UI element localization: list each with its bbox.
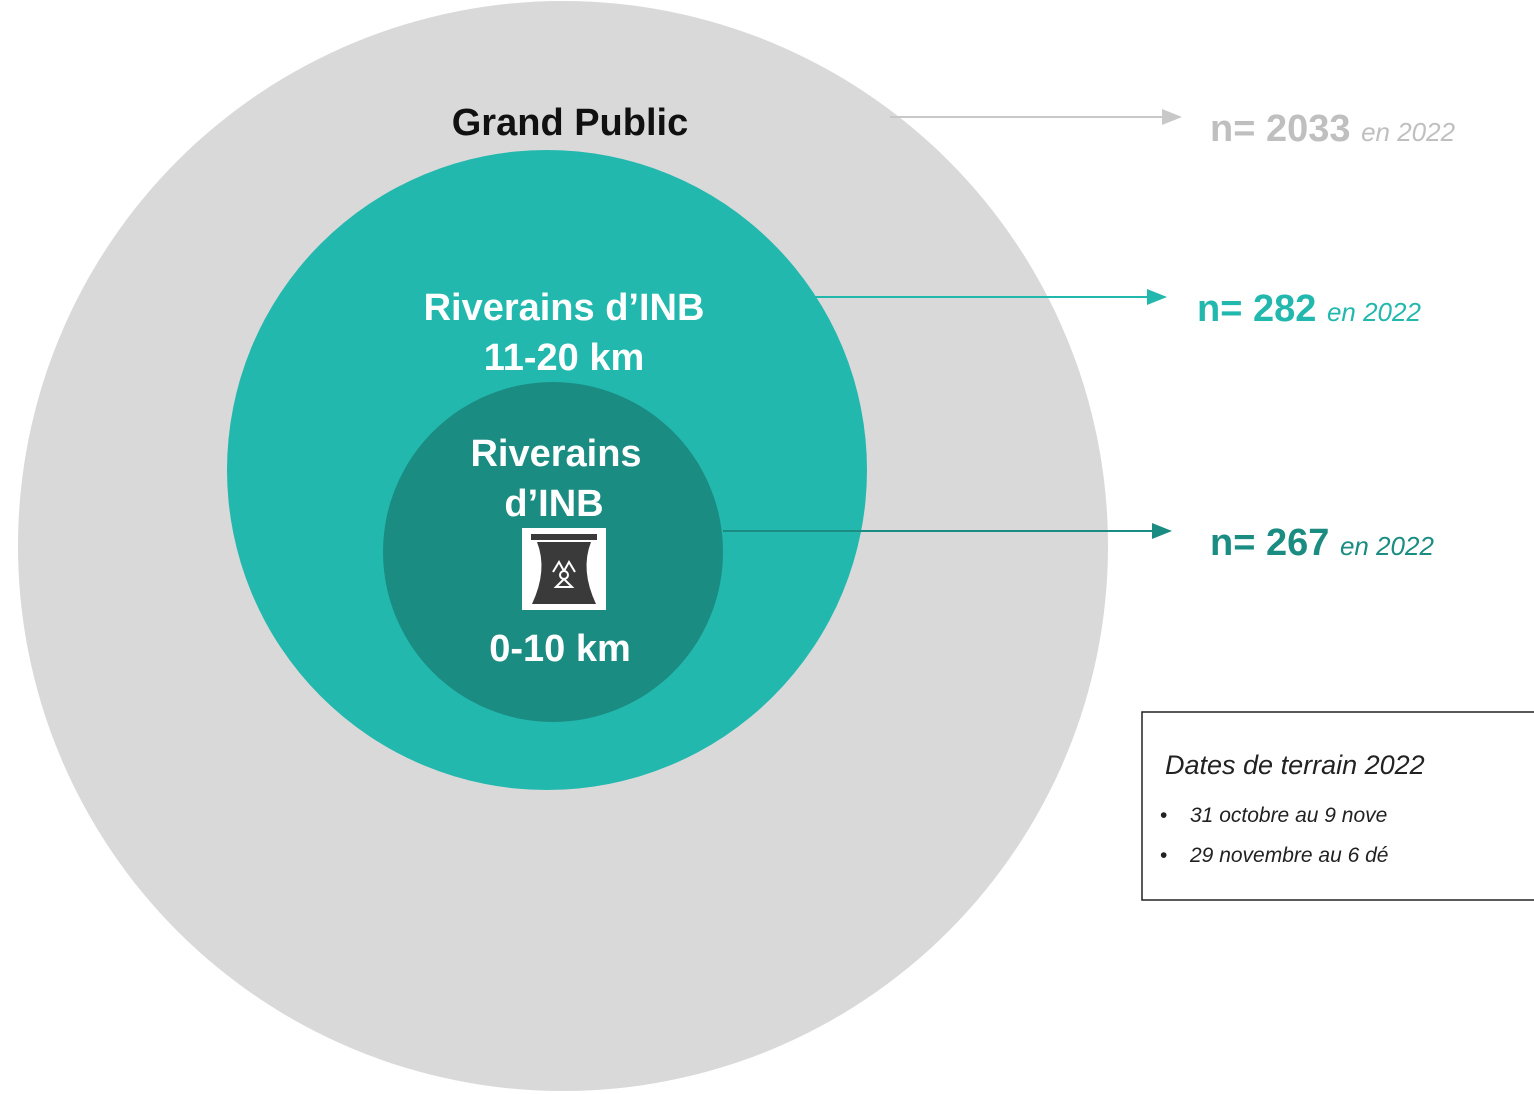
- count: n= 282 en 2022: [1197, 288, 1421, 330]
- count: n= 2033 en 2022: [1210, 108, 1456, 150]
- ring-label: Grand Public: [452, 102, 688, 144]
- bullet: •: [1160, 804, 1167, 827]
- count-value: n= 267: [1210, 522, 1329, 564]
- year: en 2022: [1361, 117, 1456, 147]
- nuclear-icon: [522, 528, 606, 610]
- count-value: n= 2033: [1210, 108, 1351, 150]
- note-item: 31 octobre au 9 nove: [1190, 804, 1387, 827]
- year: en 2022: [1340, 531, 1435, 561]
- note-title: Dates de terrain 2022: [1165, 750, 1425, 780]
- ring-label: 0-10 km: [489, 628, 631, 670]
- note-item: 29 novembre au 6 dé: [1189, 844, 1388, 867]
- note-box: Dates de terrain 2022 • 31 octobre au 9 …: [1141, 711, 1534, 901]
- ring-label: Riverains: [470, 433, 641, 475]
- count-value: n= 282: [1197, 288, 1316, 330]
- count: n= 267 en 2022: [1210, 522, 1434, 564]
- year: en 2022: [1327, 297, 1422, 327]
- bullet: •: [1160, 844, 1167, 867]
- ring-label: d’INB: [504, 483, 603, 525]
- ring-label: 11-20 km: [484, 337, 645, 379]
- ring-label: Riverains d’INB: [424, 287, 705, 329]
